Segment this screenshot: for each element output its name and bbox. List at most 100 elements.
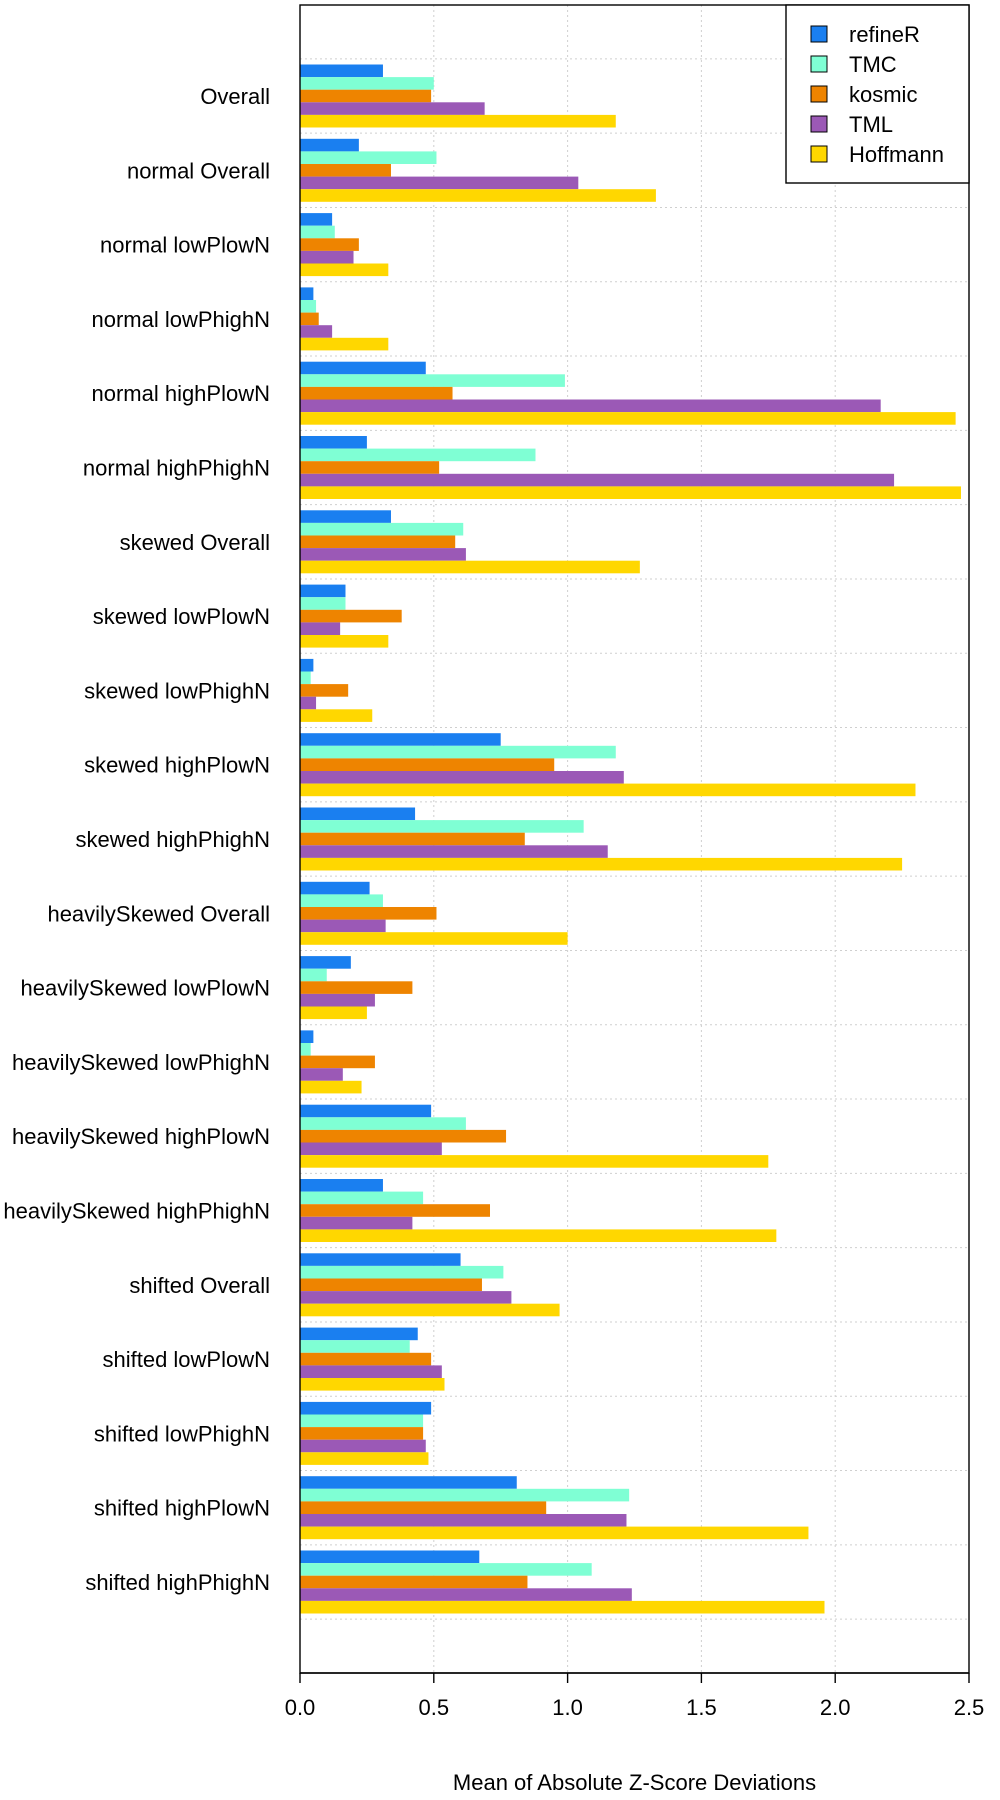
bar-hoffmann xyxy=(300,1600,825,1614)
category-label: heavilySkewed highPlowN xyxy=(12,1124,270,1149)
bar-tmc xyxy=(300,820,584,833)
x-axis: 0.0 0.5 1.0 1.5 2.0 2.5 xyxy=(285,1672,985,1720)
category-label: skewed lowPhighN xyxy=(84,678,270,703)
bar-hoffmann xyxy=(300,1303,560,1317)
bar-refiner xyxy=(300,436,367,449)
legend-label: refineR xyxy=(849,22,920,47)
bar-tml xyxy=(300,993,375,1007)
legend-swatch-hoffmann xyxy=(810,145,828,163)
bar-refiner xyxy=(300,64,383,78)
bar-hoffmann xyxy=(300,857,903,871)
bar-hoffmann xyxy=(300,560,640,574)
bar-kosmic xyxy=(300,1352,432,1366)
bar-tmc xyxy=(300,1191,424,1205)
bar-tml xyxy=(300,176,579,190)
bar-tmc xyxy=(300,151,437,164)
bar-refiner xyxy=(300,1327,418,1341)
bar-tml xyxy=(300,548,466,561)
bar-tmc xyxy=(300,1043,311,1056)
category-label: heavilySkewed lowPhighN xyxy=(12,1050,270,1075)
bar-tml xyxy=(300,473,895,487)
bar-refiner xyxy=(300,287,314,300)
bar-refiner xyxy=(300,733,501,746)
bar-refiner xyxy=(300,956,351,969)
bar-refiner xyxy=(300,1253,461,1266)
bar-hoffmann xyxy=(300,1229,777,1242)
bar-hoffmann xyxy=(300,1526,809,1540)
legend-label: TMC xyxy=(849,52,897,77)
bar-kosmic xyxy=(300,1129,507,1143)
bar-tml xyxy=(300,399,881,413)
legend-label: kosmic xyxy=(849,82,917,107)
x-tick-label: 2.0 xyxy=(820,1695,851,1720)
category-label: shifted highPhighN xyxy=(85,1570,270,1595)
x-tick-label: 0.5 xyxy=(419,1695,450,1720)
category-label: heavilySkewed highPhighN xyxy=(3,1199,270,1224)
category-label: normal lowPhighN xyxy=(91,307,270,332)
bar-hoffmann xyxy=(300,635,389,648)
bar-kosmic xyxy=(300,1427,424,1440)
bar-tml xyxy=(300,845,608,858)
bar-tml xyxy=(300,622,341,635)
bar-kosmic xyxy=(300,684,349,697)
bar-hoffmann xyxy=(300,1452,429,1465)
bar-refiner xyxy=(300,1030,314,1043)
bar-kosmic xyxy=(300,758,555,771)
bar-tml xyxy=(300,919,386,933)
bar-hoffmann xyxy=(300,114,616,128)
bar-kosmic xyxy=(300,609,402,623)
bar-refiner xyxy=(300,1104,432,1118)
category-label: skewed highPhighN xyxy=(76,827,270,852)
legend-swatch-tml xyxy=(810,115,828,133)
bar-tmc xyxy=(300,1265,504,1279)
bar-tmc xyxy=(300,1414,424,1428)
bar-refiner xyxy=(300,807,416,821)
bar-kosmic xyxy=(300,386,453,400)
bar-hoffmann xyxy=(300,932,568,945)
bar-refiner xyxy=(300,213,333,226)
bar-kosmic xyxy=(300,312,319,326)
bar-kosmic xyxy=(300,1204,490,1217)
bar-kosmic xyxy=(300,535,456,549)
bar-tmc xyxy=(300,745,616,759)
bar-hoffmann xyxy=(300,486,961,499)
category-label: skewed lowPlowN xyxy=(93,604,270,629)
bars-layer xyxy=(300,64,961,1614)
bar-tml xyxy=(300,696,317,710)
bar-hoffmann xyxy=(300,412,956,425)
bar-tml xyxy=(300,102,485,115)
bar-hoffmann xyxy=(300,709,373,722)
bar-kosmic xyxy=(300,89,432,103)
bar-tml xyxy=(300,1588,632,1601)
category-label: heavilySkewed Overall xyxy=(47,901,270,926)
bar-tmc xyxy=(300,1340,410,1353)
bar-hoffmann xyxy=(300,263,389,277)
bar-tmc xyxy=(300,448,536,462)
x-tick-label: 1.5 xyxy=(686,1695,717,1720)
category-label: normal highPlowN xyxy=(91,381,270,406)
bar-refiner xyxy=(300,1401,432,1415)
bar-tml xyxy=(300,1068,343,1081)
bar-kosmic xyxy=(300,1278,482,1292)
x-axis-title: Mean of Absolute Z-Score Deviations xyxy=(453,1770,816,1795)
bar-hoffmann xyxy=(300,189,656,202)
bar-hoffmann xyxy=(300,1378,445,1391)
category-label: shifted highPlowN xyxy=(94,1496,270,1521)
bar-tmc xyxy=(300,1488,630,1502)
legend-swatch-kosmic xyxy=(810,85,828,103)
bar-tmc xyxy=(300,1563,592,1576)
bar-tml xyxy=(300,1439,426,1453)
bar-refiner xyxy=(300,510,391,523)
x-tick-label: 2.5 xyxy=(954,1695,985,1720)
category-label: shifted lowPlowN xyxy=(102,1347,270,1372)
bar-refiner xyxy=(300,1476,517,1489)
legend-swatch-refiner xyxy=(810,25,828,43)
category-label: skewed highPlowN xyxy=(84,753,270,778)
category-labels: Overall normal Overall normal lowPlowN norm… xyxy=(3,84,270,1595)
bar-kosmic xyxy=(300,1501,547,1514)
bar-hoffmann xyxy=(300,1155,769,1168)
x-tick-label: 1.0 xyxy=(552,1695,583,1720)
bar-refiner xyxy=(300,881,370,895)
